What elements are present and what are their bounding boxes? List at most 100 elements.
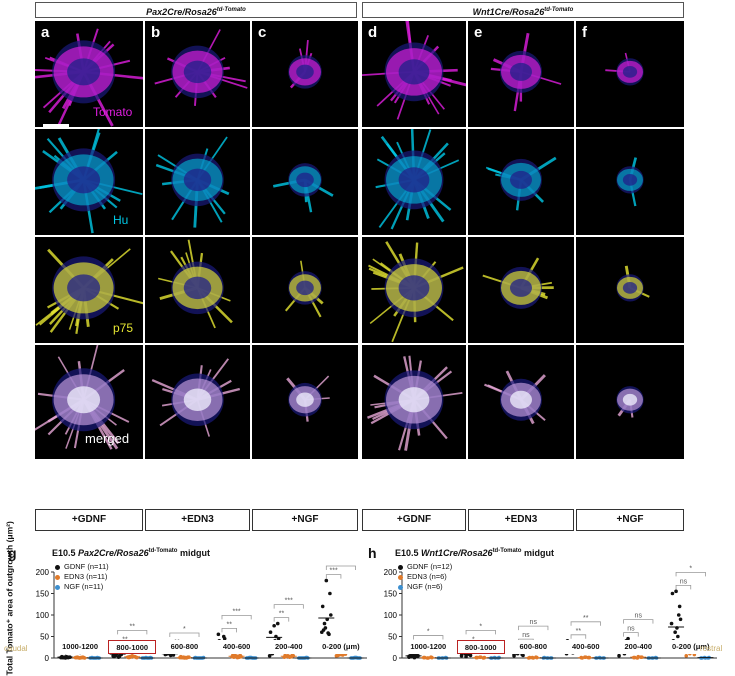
- data-point: [276, 622, 280, 626]
- data-point: [674, 590, 678, 594]
- image-b-tomato: b: [145, 21, 250, 127]
- rostral-label: rostral: [700, 644, 722, 653]
- legend-label: EDN3 (n=11): [64, 572, 107, 581]
- legend-label: NGF (n=6): [407, 582, 443, 591]
- y-tick-label: 150: [384, 590, 398, 599]
- significance-bracket: [571, 622, 600, 626]
- explant-core: [296, 65, 314, 79]
- y-tick-label: 100: [36, 611, 50, 620]
- panel-letter-c: c: [258, 24, 266, 41]
- significance-bracket: [118, 630, 147, 634]
- significance-bracket: [624, 633, 639, 637]
- legend-swatch: [55, 565, 60, 570]
- explant-core: [67, 166, 100, 193]
- explant-core: [623, 66, 637, 78]
- header-pax2cre: Pax2Cre/Rosa26td-Tomato: [35, 2, 357, 18]
- marker-label-tomato: Tomato: [93, 105, 132, 119]
- header-wnt1cre-text: Wnt1Cre/Rosa26: [473, 7, 545, 17]
- category-label: 600-800: [160, 640, 208, 654]
- data-point: [222, 635, 226, 639]
- image-d-p75: [362, 237, 466, 343]
- significance-bracket: [222, 615, 251, 619]
- explant-core: [623, 394, 637, 406]
- data-point: [322, 628, 326, 632]
- image-a-merged: merged: [35, 345, 143, 459]
- significance-bracket: [222, 628, 237, 632]
- chart-title-prefix: E10.5: [52, 548, 78, 558]
- y-tick-label: 200: [36, 568, 50, 577]
- panel-letter-e: e: [474, 24, 482, 41]
- y-tick-label: 0: [393, 654, 398, 663]
- significance-label: *: [689, 565, 692, 572]
- image-c-p75: [252, 237, 358, 343]
- image-f-tomato: f: [576, 21, 684, 127]
- legend-label: GDNF (n=12): [407, 562, 452, 571]
- significance-label: ns: [530, 619, 538, 626]
- data-point: [678, 605, 682, 609]
- panel-letter-a: a: [41, 24, 49, 41]
- image-a-p75: p75: [35, 237, 143, 343]
- significance-bracket: [274, 618, 289, 622]
- y-tick-label: 50: [40, 633, 49, 642]
- legend-item: EDN3 (n=6): [398, 572, 452, 582]
- y-axis-label: Total Tomato⁺ area of outgrowth (μm²): [5, 556, 16, 676]
- significance-label: ns: [680, 578, 688, 585]
- image-d-merged: [362, 345, 466, 459]
- significance-label: **: [576, 628, 582, 635]
- significance-bracket: [414, 636, 443, 640]
- panel-letter-f: f: [582, 24, 587, 41]
- y-tick-label: 150: [36, 590, 50, 599]
- legend-swatch: [398, 565, 403, 570]
- marker-label-merged: merged: [85, 431, 129, 446]
- data-point: [323, 622, 327, 626]
- explant-core: [296, 173, 314, 187]
- legend-item: NGF (n=6): [398, 582, 452, 592]
- data-point: [671, 592, 675, 596]
- explant-core: [510, 391, 532, 409]
- significance-bracket: [326, 575, 341, 579]
- image-e-p75: [468, 237, 574, 343]
- header-pax2cre-sup: td-Tomato: [217, 7, 246, 13]
- significance-label: *: [479, 623, 482, 630]
- image-e-hu: [468, 129, 574, 235]
- data-point: [326, 631, 330, 635]
- chart-title-italic: Pax2Cre/Rosa26: [78, 548, 149, 558]
- image-f-hu: [576, 129, 684, 235]
- category-label: 400-600: [213, 640, 261, 654]
- explant-core: [510, 171, 532, 189]
- significance-bracket: [519, 626, 548, 630]
- explant-core: [184, 169, 212, 192]
- significance-bracket: [571, 635, 586, 639]
- significance-label: **: [130, 623, 136, 630]
- significance-bracket: [170, 633, 199, 637]
- explant-core: [67, 274, 100, 301]
- image-b-hu: [145, 129, 250, 235]
- explant-core: [510, 279, 532, 297]
- category-label: 1000-1200: [56, 640, 104, 654]
- category-label: 800-1000: [108, 640, 156, 654]
- significance-label: **: [279, 611, 285, 618]
- image-d-hu: [362, 129, 466, 235]
- treatment-label-ngf-5: +NGF: [576, 509, 684, 531]
- image-d-tomato: d: [362, 21, 466, 127]
- explant-core: [399, 387, 430, 412]
- explant-core: [296, 393, 314, 407]
- significance-label: *: [427, 629, 430, 636]
- explant-core: [510, 63, 532, 81]
- data-point: [679, 618, 683, 622]
- data-point: [329, 613, 333, 617]
- marker-label-hu: Hu: [113, 213, 128, 227]
- data-point: [673, 630, 677, 634]
- explant-core: [623, 282, 637, 294]
- explant-core: [399, 167, 430, 192]
- category-label: 1000-1200: [404, 640, 453, 654]
- legend-label: GDNF (n=11): [64, 562, 109, 571]
- category-label: 0-200 (μm): [317, 640, 365, 654]
- legend-label: NGF (n=11): [64, 582, 103, 591]
- significance-label: **: [338, 562, 344, 566]
- image-f-p75: [576, 237, 684, 343]
- image-e-tomato: e: [468, 21, 574, 127]
- explant-core: [399, 59, 430, 84]
- significance-bracket: [274, 605, 303, 609]
- chart-title-prefix: E10.5: [395, 548, 421, 558]
